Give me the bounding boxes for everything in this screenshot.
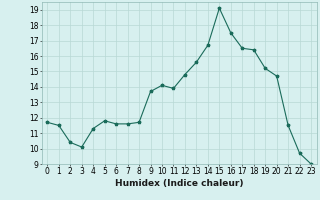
X-axis label: Humidex (Indice chaleur): Humidex (Indice chaleur) (115, 179, 244, 188)
